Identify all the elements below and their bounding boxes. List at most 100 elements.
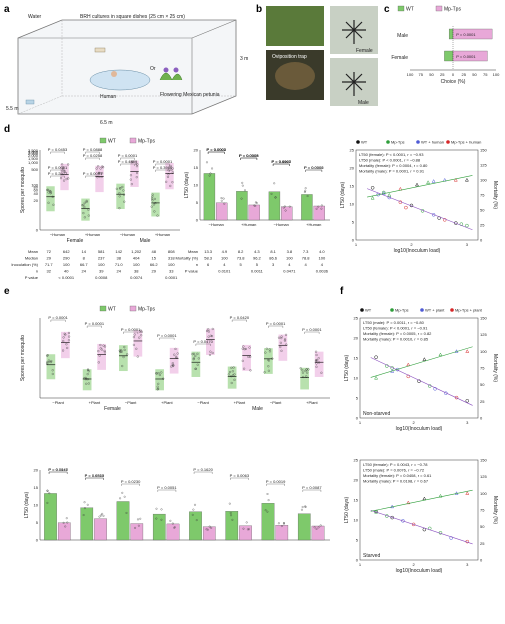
data-point	[133, 333, 136, 336]
table-cell: 38	[117, 256, 122, 261]
violin-body	[264, 348, 273, 374]
significance-bracket	[240, 157, 258, 160]
table-cell: 72	[47, 249, 52, 254]
y2-tick-label: 50	[480, 208, 485, 213]
table-cell: 100	[221, 256, 228, 261]
data-point	[315, 353, 318, 357]
data-point	[303, 191, 306, 193]
x-tick-label: 50	[472, 72, 477, 77]
p-value-label: P = 0.0003	[207, 147, 227, 152]
data-point	[207, 328, 210, 331]
category-label: −Human	[274, 222, 289, 227]
data-point	[49, 190, 52, 193]
mortality-point	[374, 375, 379, 380]
data-point	[64, 525, 67, 528]
legend-swatch-WT	[99, 305, 107, 312]
violin-body	[155, 369, 164, 391]
table-cell: 4	[223, 262, 226, 267]
data-point	[123, 200, 126, 203]
sex-label: Male	[252, 406, 263, 412]
plant-label: Flowering Mexican petunia	[160, 92, 220, 98]
table-cell: 8	[83, 256, 86, 261]
state-label: Non-starved	[363, 411, 390, 417]
significance-bracket	[50, 319, 66, 322]
y2-tick-label: 100	[480, 491, 487, 496]
bar-Mp-Tps	[166, 523, 180, 541]
data-point	[101, 172, 104, 175]
data-point	[121, 185, 124, 189]
data-point	[171, 363, 174, 366]
mortality-point	[464, 177, 469, 182]
x-tick-label: 100	[407, 72, 414, 77]
violin-body	[119, 345, 128, 372]
data-point	[205, 528, 208, 531]
p-value-label: P = 0.0006	[304, 165, 324, 170]
lt50-point	[454, 395, 459, 400]
legend-label: Mp-Tps	[395, 308, 409, 313]
p-value-label: P = 0.0007	[272, 159, 292, 164]
data-point	[138, 336, 141, 339]
data-point	[305, 375, 308, 378]
bar-WT	[261, 503, 275, 541]
table-cell: 0.0101	[218, 269, 231, 274]
data-point	[266, 493, 269, 495]
data-point	[209, 172, 212, 175]
data-point	[63, 170, 66, 173]
data-point	[158, 373, 161, 377]
significance-bracket	[272, 163, 290, 166]
data-point	[220, 197, 223, 199]
table-cell: 96.2	[253, 256, 262, 261]
p-value-label: P = 0.4509	[118, 159, 138, 164]
table-cell: 58.3	[204, 256, 213, 261]
p-value-label: P = 0.0001	[266, 321, 286, 326]
data-point	[157, 382, 160, 385]
violin-body	[314, 351, 324, 377]
p-value-label: P = 0.0333	[85, 473, 105, 478]
table-cell: 100	[63, 262, 70, 267]
bar-Mp-Tps	[239, 525, 252, 541]
data-point	[48, 492, 51, 495]
table-cell: 39	[99, 269, 104, 274]
legend-marker	[450, 308, 454, 312]
data-point	[315, 350, 318, 353]
sex-label: Female	[67, 238, 84, 244]
data-point	[282, 522, 285, 525]
data-point	[99, 343, 102, 347]
significance-bracket	[159, 337, 175, 340]
f-starved-chart: 1 2 3 0 5 10 15 20 25 0 25 50 75 100 125 150 log10(Inocu…	[344, 458, 498, 575]
table-cell: 0.0011	[251, 269, 264, 274]
data-point	[267, 369, 270, 372]
table-row-label: P value	[25, 275, 39, 280]
data-point	[126, 353, 129, 356]
bar-WT	[448, 28, 454, 40]
y-tick-label: 20	[194, 148, 199, 153]
data-point	[210, 526, 213, 529]
significance-bracket	[230, 477, 249, 480]
data-point	[135, 165, 139, 168]
field-photo	[266, 6, 324, 46]
data-point	[97, 350, 100, 353]
p-value-label: P = 0.0001	[153, 159, 173, 164]
data-point	[65, 178, 68, 181]
table-cell: 142	[115, 249, 122, 254]
legend-swatch-Mp-Tps	[129, 137, 137, 144]
p-value-label: P = 0.0230	[121, 479, 141, 484]
data-point	[62, 521, 65, 524]
p-value-label: P = 0.2977	[48, 171, 68, 176]
p-value-label: P = 0.0001	[157, 333, 177, 338]
lt50-point	[374, 355, 378, 359]
table-cell: 24	[117, 269, 122, 274]
significance-bracket	[120, 157, 135, 160]
x-tick-label: 100	[493, 72, 500, 77]
mortality-point	[381, 191, 386, 195]
data-point	[155, 372, 158, 375]
table-row-label: Median	[25, 256, 38, 261]
table-cell: 3.8	[287, 249, 293, 254]
data-point	[153, 197, 156, 200]
data-point	[155, 507, 158, 510]
data-point	[280, 337, 283, 340]
data-point	[99, 167, 102, 170]
group-label: +Plant	[89, 400, 101, 405]
data-point	[101, 512, 104, 515]
y-tick-label: 15	[354, 498, 359, 503]
